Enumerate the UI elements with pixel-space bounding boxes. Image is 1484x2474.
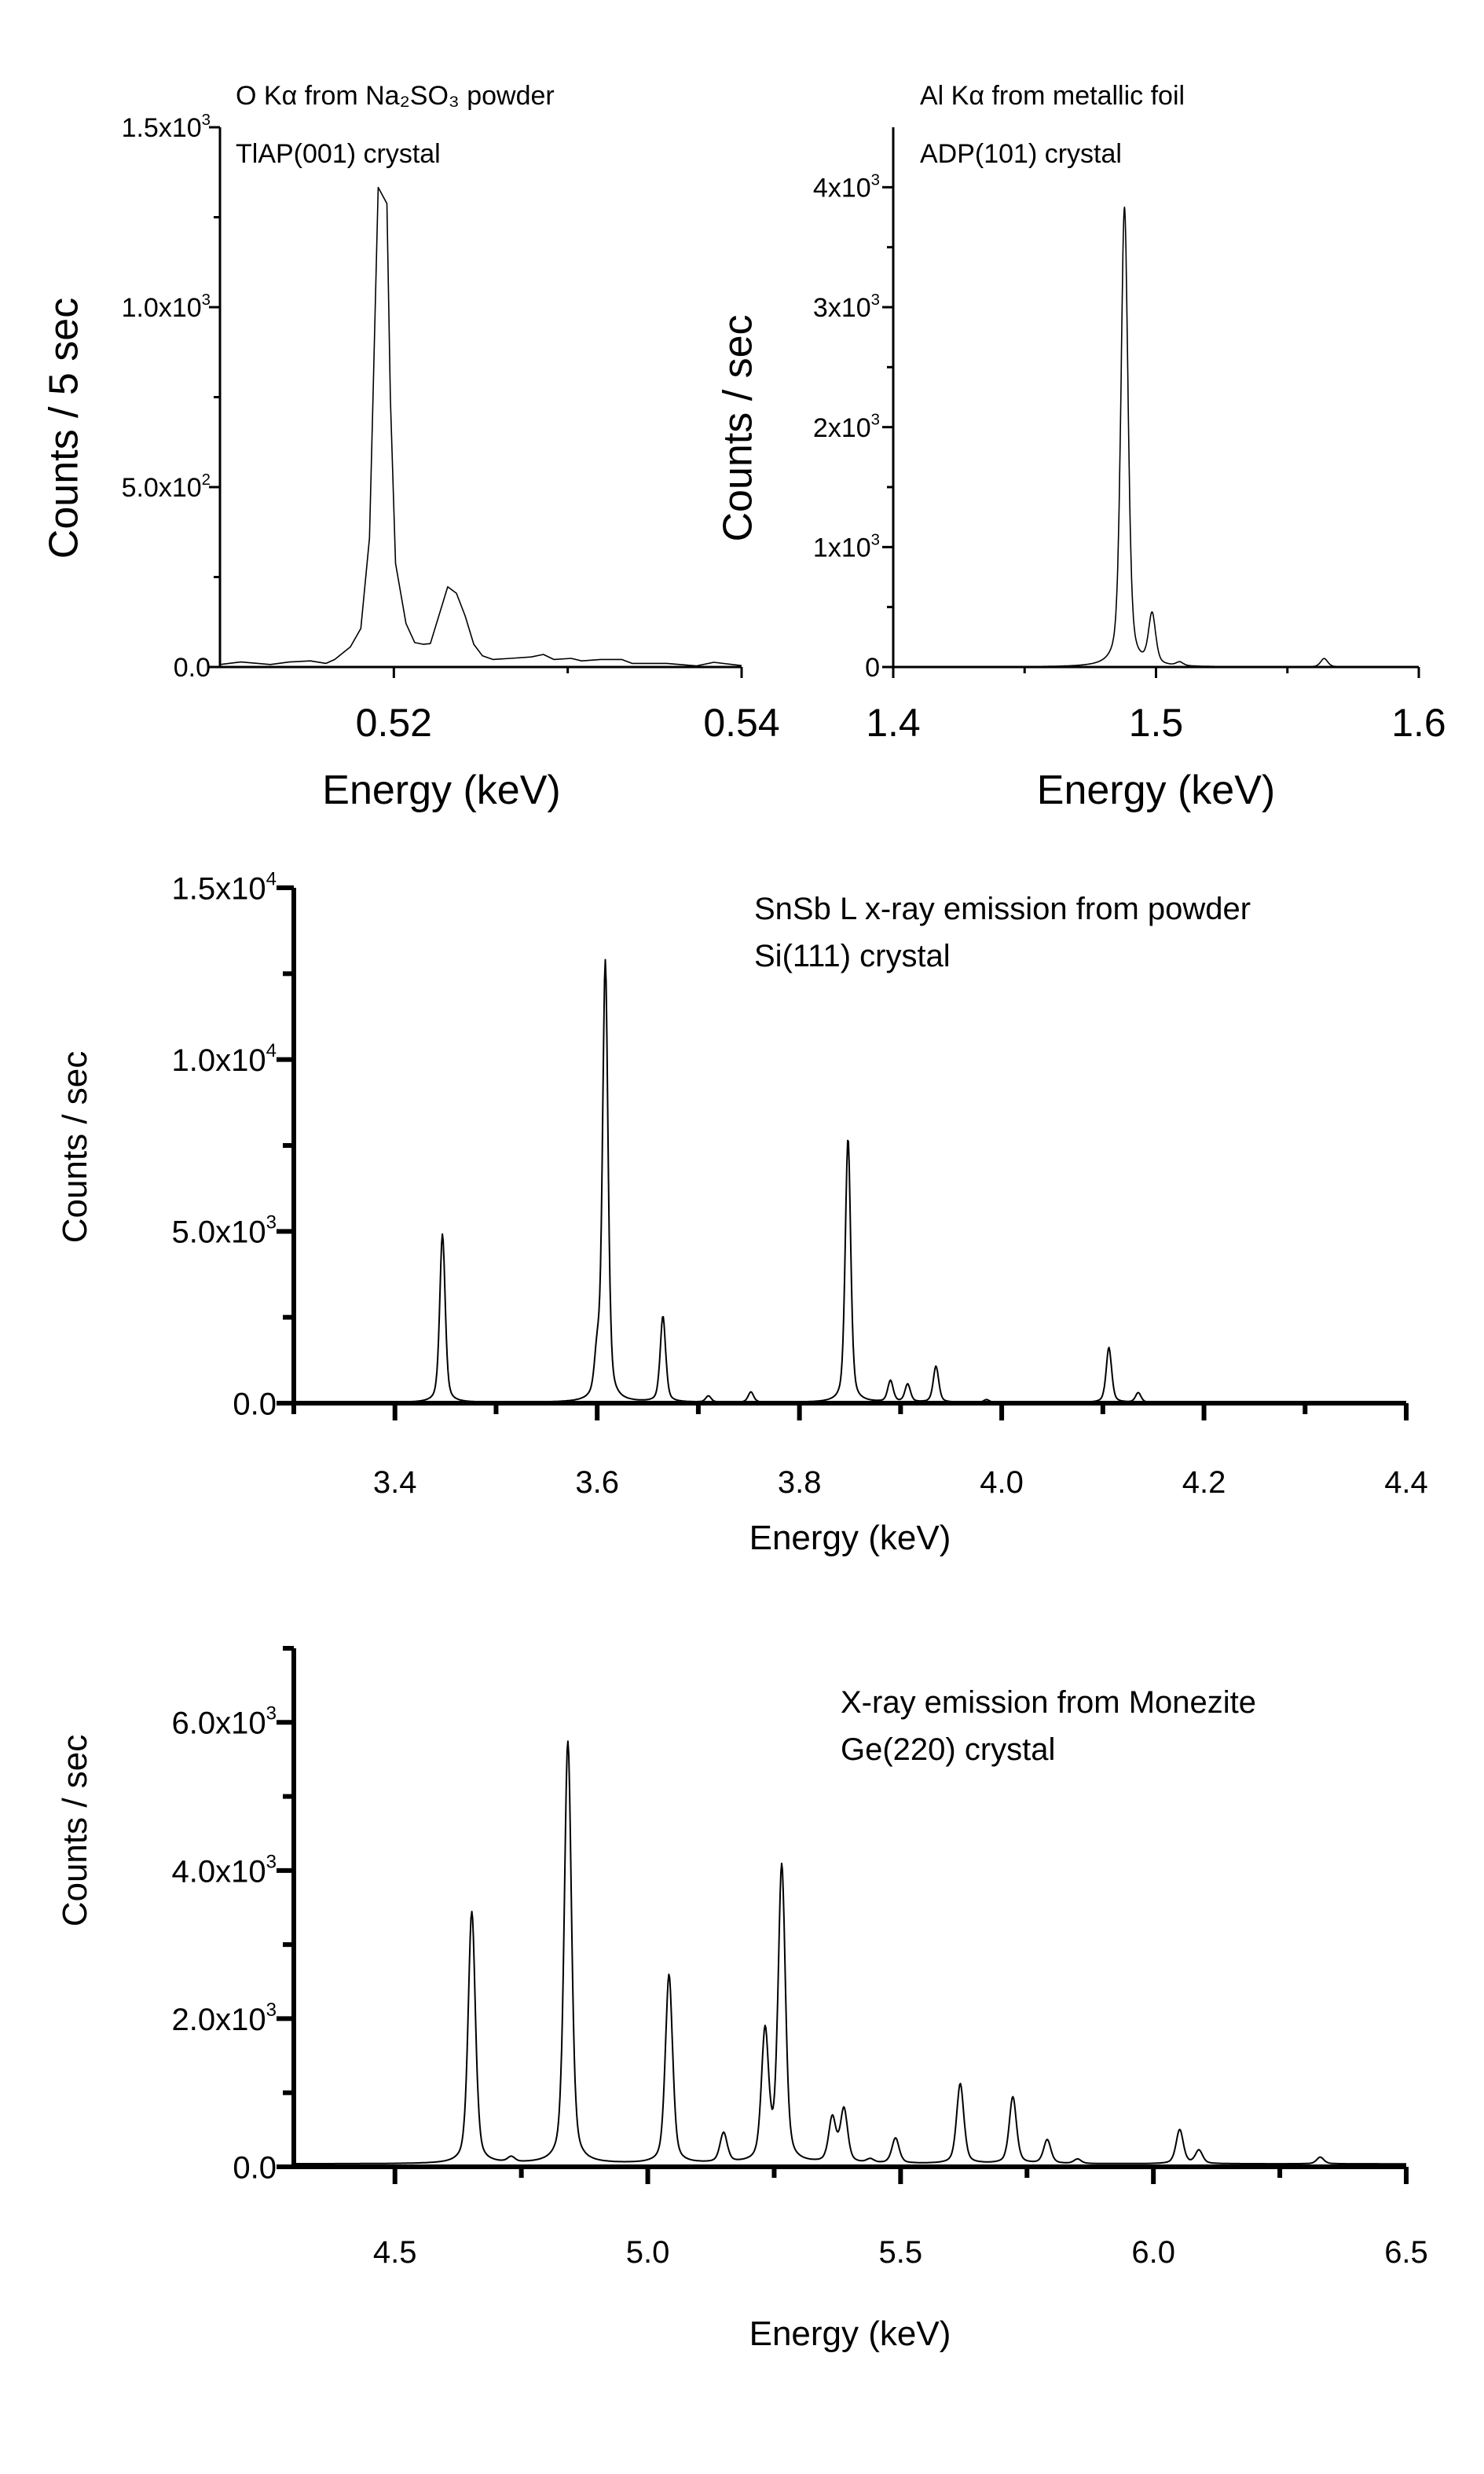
y-tick-label-base: 2x10	[813, 413, 871, 443]
x-axis-title: Energy (keV)	[1037, 768, 1275, 813]
y-tick-label-exponent: 4	[266, 868, 277, 889]
y-tick-label: 5.0x103	[172, 1212, 277, 1250]
y-tick-label: 1.0x103	[122, 291, 211, 323]
x-tick-label: 3.8	[778, 1465, 822, 1500]
x-axis-title: Energy (keV)	[322, 768, 560, 813]
y-tick-label: 0.0	[233, 1387, 277, 1421]
y-tick-label-base: 1x10	[813, 533, 871, 563]
y-tick-label-base: 1.5x10	[172, 871, 266, 906]
x-tick-label: 4.2	[1182, 1465, 1226, 1500]
y-tick-label-exponent: 3	[871, 412, 880, 429]
x-tick-label: 6.5	[1384, 2235, 1428, 2270]
y-axis-title: Counts / 5 sec	[42, 298, 87, 559]
x-tick-label: 5.5	[879, 2235, 923, 2270]
x-tick-label: 1.5	[1129, 701, 1184, 745]
y-tick-label-exponent: 3	[871, 171, 880, 189]
x-tick-label: 0.52	[356, 701, 432, 745]
y-tick-label: 1.0x104	[172, 1040, 277, 1078]
y-tick-label-base: 0.0	[233, 1387, 277, 1421]
y-tick-label: 0.0	[174, 653, 211, 683]
x-tick-label: 4.0	[980, 1465, 1024, 1500]
y-tick-label: 6.0x103	[172, 1703, 277, 1741]
y-tick-label-base: 5.0x10	[172, 1215, 266, 1250]
x-tick-label: 3.6	[575, 1465, 619, 1500]
y-tick-label: 3x103	[813, 291, 880, 323]
x-tick-label: 5.0	[626, 2235, 670, 2270]
y-axis-title: Counts / sec	[56, 1051, 94, 1244]
y-tick-label-exponent: 3	[202, 112, 211, 129]
x-tick-label: 0.54	[703, 701, 779, 745]
y-tick-label-base: 2.0x10	[172, 2003, 266, 2037]
y-tick-label: 4.0x103	[172, 1851, 277, 1889]
y-tick-label-base: 3x10	[813, 293, 871, 323]
y-tick-label-exponent: 3	[266, 1703, 277, 1724]
y-tick-label-exponent: 3	[266, 1851, 277, 1872]
chart-panel-3: 3.4 3.6 3.8 4.0 4.2 4.40.05.0x1031.0x1041.5x1…	[56, 868, 1428, 1557]
spectrum-line	[219, 186, 742, 667]
y-tick-label: 5.0x102	[122, 471, 211, 503]
y-tick-label-exponent: 4	[266, 1040, 277, 1061]
chart-annotation: Al Kα from metallic foil	[920, 81, 1185, 111]
chart-annotation: ADP(101) crystal	[920, 139, 1122, 169]
chart-annotation: SnSb L x-ray emission from powder	[754, 892, 1251, 926]
y-tick-label: 0	[865, 653, 880, 683]
y-tick-label-exponent: 3	[202, 291, 211, 309]
y-tick-label-exponent: 3	[871, 291, 880, 309]
y-tick-label-base: 0	[865, 653, 880, 683]
x-axis-title: Energy (keV)	[749, 1519, 951, 1557]
y-tick-label-exponent: 3	[266, 1212, 277, 1233]
y-tick-label: 2x103	[813, 412, 880, 443]
y-tick-label-base: 0.0	[233, 2150, 277, 2185]
chart-annotation: TlAP(001) crystal	[236, 139, 441, 169]
x-tick-label: 1.4	[866, 701, 921, 745]
y-tick-label-exponent: 3	[266, 1999, 277, 2021]
chart-panel-4: 4.5 5.0 5.5 6.0 6.50.02.0x1034.0x1036.0x103E…	[56, 1646, 1428, 2353]
y-axis-title: Counts / sec	[56, 1735, 94, 1927]
y-tick-label-exponent: 2	[202, 471, 211, 489]
spectrum-line	[892, 206, 1420, 668]
x-tick-label: 6.0	[1131, 2235, 1175, 2270]
chart-annotation: Ge(220) crystal	[841, 1732, 1055, 1767]
y-tick-label: 4x103	[813, 171, 880, 203]
x-tick-label: 4.4	[1384, 1465, 1428, 1500]
y-tick-label-base: 5.0x10	[122, 473, 202, 503]
y-tick-label-base: 4x10	[813, 174, 871, 203]
x-tick-label: 4.5	[373, 2235, 417, 2270]
chart-annotation: Si(111) crystal	[754, 939, 951, 973]
y-tick-label: 2.0x103	[172, 1999, 277, 2037]
y-tick-label-base: 0.0	[174, 653, 211, 683]
y-axis-title: Counts / sec	[716, 314, 761, 541]
spectrum-line	[294, 1740, 1406, 2165]
x-axis-title: Energy (keV)	[749, 2315, 951, 2353]
y-tick-label-base: 4.0x10	[172, 1854, 266, 1889]
y-tick-label-base: 1.0x10	[122, 293, 202, 323]
y-tick-label-exponent: 3	[871, 531, 880, 548]
y-tick-label: 0.0	[233, 2150, 277, 2185]
chart-annotation: O Kα from Na₂SO₃ powder	[236, 81, 555, 111]
y-tick-label-base: 6.0x10	[172, 1706, 266, 1741]
x-tick-label: 1.6	[1391, 701, 1446, 745]
y-tick-label: 1.5x103	[122, 112, 211, 143]
y-tick-label: 1.5x104	[172, 868, 277, 906]
y-tick-label-base: 1.5x10	[122, 113, 202, 143]
chart-annotation: X-ray emission from Monezite	[841, 1685, 1256, 1720]
y-tick-label-base: 1.0x10	[172, 1043, 266, 1078]
x-tick-label: 3.4	[373, 1465, 417, 1500]
spectrum-line	[294, 958, 1406, 1404]
y-tick-label: 1x103	[813, 531, 880, 563]
